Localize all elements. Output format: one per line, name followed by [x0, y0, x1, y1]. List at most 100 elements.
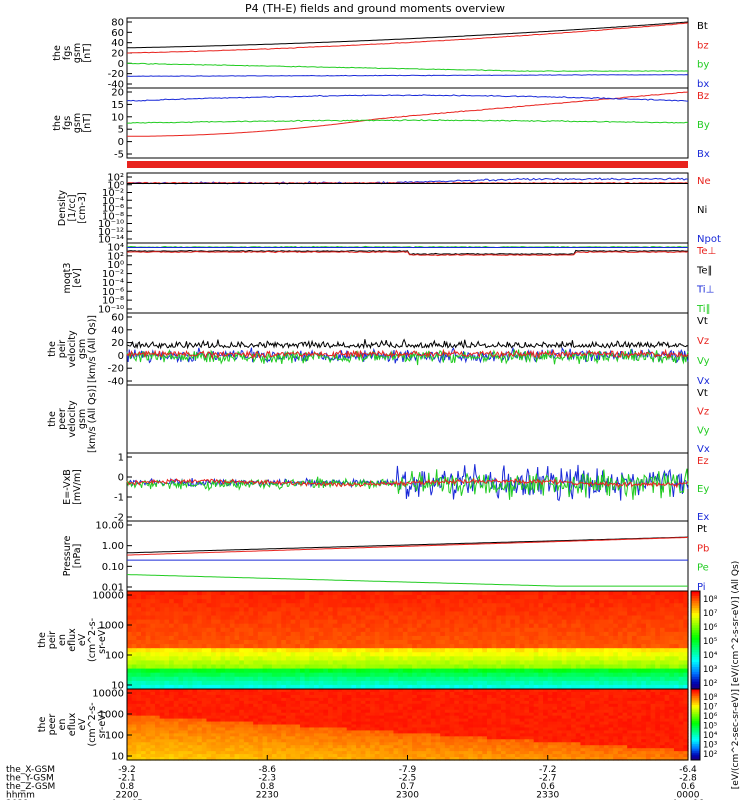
spectrogram-cell: [276, 751, 282, 755]
spectrogram-cell: [435, 712, 441, 717]
spectrogram-cell: [430, 694, 437, 699]
spectrogram-cell: [267, 684, 273, 690]
spectrogram-cell: [211, 684, 217, 690]
spectrogram-cell: [538, 648, 544, 653]
spectrogram-cell: [309, 691, 315, 696]
spectrogram-cell: [360, 706, 367, 711]
spectrogram-cell: [257, 680, 264, 686]
spectrogram-cell: [243, 640, 250, 645]
spectrogram-cell: [220, 631, 226, 637]
spectrogram-cell: [603, 631, 610, 637]
spectrogram-cell: [636, 615, 642, 621]
spectrogram-cell: [164, 757, 170, 761]
spectrogram-cell: [206, 652, 212, 657]
spectrogram-cell: [197, 712, 203, 717]
spectrogram-cell: [365, 709, 371, 714]
ylabel-line: gsm: [77, 339, 88, 359]
spectrogram-cell: [285, 603, 292, 608]
spectrogram-cell: [206, 733, 212, 737]
spectrogram-cell: [547, 676, 554, 682]
spectrogram-cell: [159, 644, 165, 649]
spectrogram-cell: [169, 627, 175, 633]
spectrogram-cell: [566, 644, 572, 649]
spectrogram-cell: [468, 644, 474, 649]
spectrogram-cell: [669, 599, 675, 604]
spectrogram-cell: [183, 591, 189, 596]
spectrogram-cell: [561, 619, 568, 625]
spectrogram-cell: [477, 615, 483, 621]
spectrogram-cell: [482, 619, 488, 625]
spectrogram-cell: [374, 611, 381, 617]
spectrogram-cell: [239, 745, 245, 749]
spectrogram-cell: [458, 742, 465, 746]
spectrogram-cell: [178, 664, 184, 670]
spectrogram-cell: [276, 700, 282, 705]
spectrogram-cell: [145, 648, 151, 653]
spectrogram-cell: [412, 724, 418, 729]
spectrogram-cell: [192, 745, 198, 749]
spectrogram-cell: [421, 672, 427, 678]
spectrogram-cell: [463, 635, 469, 641]
spectrogram-cell: [435, 694, 441, 699]
spectrogram-cell: [444, 635, 451, 641]
spectrogram-cell: [136, 739, 142, 743]
spectrogram-cell: [159, 706, 165, 711]
ylabel-line: gsm: [72, 43, 83, 63]
spectrogram-cell: [533, 644, 539, 649]
spectrogram-cell: [201, 652, 208, 657]
spectrogram-cell: [271, 730, 278, 734]
spectrogram-cell: [449, 689, 455, 693]
spectrogram-cell: [285, 611, 292, 617]
spectrogram-cell: [515, 684, 521, 690]
spectrogram-cell: [412, 603, 418, 608]
spectrogram-cell: [430, 691, 437, 696]
spectrogram-cell: [669, 668, 675, 674]
spectrogram-cell: [543, 648, 549, 653]
spectrogram-cell: [472, 627, 479, 633]
spectrogram-cell: [463, 736, 469, 740]
spectrogram-cell: [145, 736, 151, 740]
spectrogram-cell: [356, 635, 362, 641]
spectrogram-cell: [332, 730, 338, 734]
spectrogram-cell: [351, 712, 357, 717]
spectrogram-cell: [211, 691, 217, 696]
spectrogram-cell: [356, 733, 362, 737]
spectrogram-cell: [416, 715, 423, 720]
spectrogram-cell: [435, 615, 441, 621]
spectrogram-cell: [285, 715, 292, 720]
spectrogram-cell: [145, 623, 151, 629]
spectrogram-cell: [365, 631, 371, 637]
spectrogram-cell: [379, 721, 385, 726]
spectrogram-cell: [342, 611, 348, 617]
spectrogram-cell: [458, 712, 465, 717]
spectrogram-cell: [472, 631, 479, 637]
spectrogram-cell: [145, 730, 151, 734]
spectrogram-cell: [299, 672, 306, 678]
spectrogram-cell: [388, 689, 395, 693]
spectrogram-cell: [234, 733, 240, 737]
spectrogram-cell: [538, 640, 544, 645]
spectrogram-cell: [388, 718, 395, 723]
spectrogram-cell: [454, 684, 460, 690]
spectrogram-cell: [655, 656, 661, 662]
spectrogram-cell: [454, 724, 460, 729]
spectrogram-cell: [267, 700, 273, 705]
spectrogram-cell: [421, 676, 427, 682]
spectrogram-cell: [257, 660, 264, 666]
spectrogram-cell: [183, 739, 189, 743]
spectrogram-cell: [337, 607, 343, 613]
spectrogram-cell: [164, 691, 170, 696]
spectrogram-cell: [187, 672, 194, 678]
legend-Te⊥: Te⊥: [696, 246, 716, 257]
spectrogram-cell: [659, 619, 666, 625]
ytick-label: 10⁻¹²: [98, 227, 124, 238]
spectrogram-cell: [360, 648, 367, 653]
spectrogram-cell: [225, 680, 231, 686]
spectrogram-cell: [472, 733, 479, 737]
spectrogram-cell: [141, 599, 147, 604]
spectrogram-cell: [141, 757, 147, 761]
spectrogram-cell: [440, 706, 446, 711]
spectrogram-cell: [374, 623, 381, 629]
spectrogram-cell: [645, 607, 652, 613]
spectrogram-cell: [215, 748, 222, 752]
